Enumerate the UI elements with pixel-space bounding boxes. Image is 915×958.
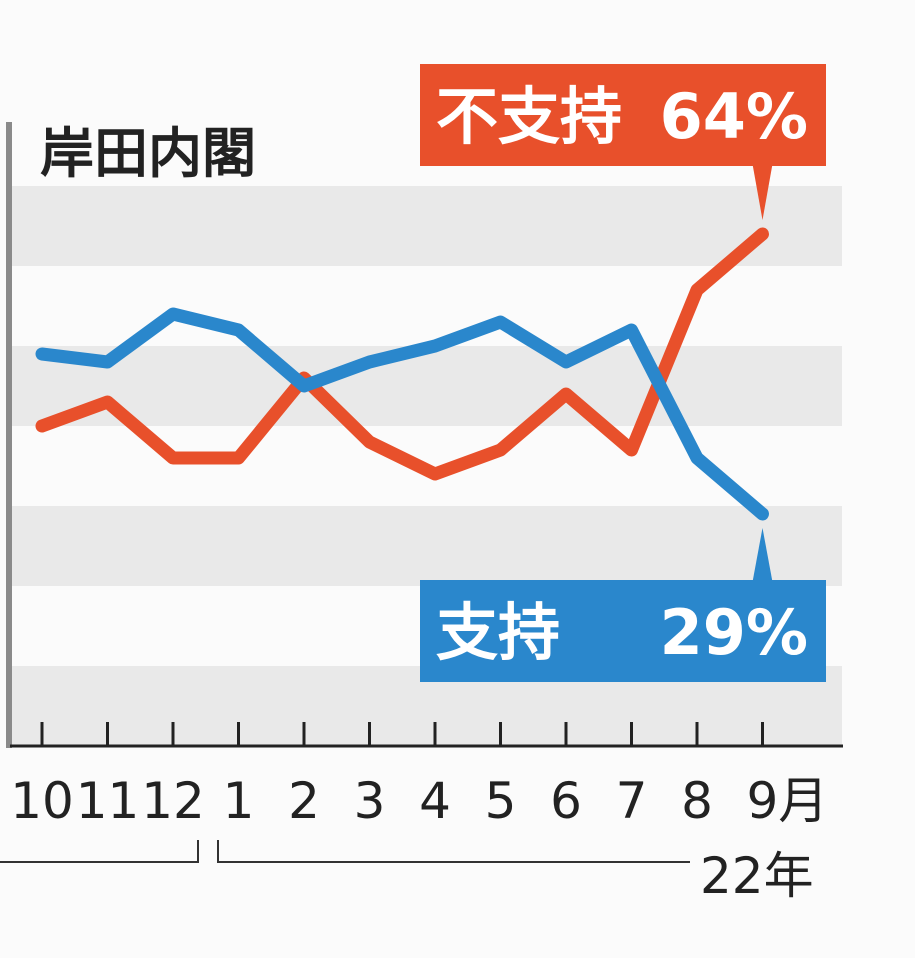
x-tick-label: 4 — [419, 772, 451, 830]
series-value-label: 29% — [660, 596, 808, 669]
x-tick-label: 2 — [288, 772, 320, 830]
series-label-pointer — [752, 528, 773, 582]
series-label: 不支持 64% — [420, 64, 826, 220]
series-name-label: 不支持 — [436, 80, 622, 153]
x-tick-label: 3 — [354, 772, 386, 830]
year-bracket-prev — [0, 840, 199, 863]
year-bracket-2022 — [217, 840, 690, 863]
series-label-box — [420, 580, 826, 682]
x-tick-label: 8 — [681, 772, 713, 830]
year-bracket — [0, 840, 690, 863]
series-label-box — [420, 64, 826, 166]
grid-band — [12, 346, 842, 426]
x-axis-tick-labels: 10 11 12 1 2 3 4 5 6 7 8 9月 — [10, 772, 828, 830]
chart-title: 岸田内閣 — [40, 122, 256, 185]
x-axis-ticks — [40, 722, 764, 746]
series-name-label: 支持 — [436, 596, 560, 669]
x-tick-label: 6 — [550, 772, 582, 830]
series-label-pointer — [752, 164, 773, 220]
y-axis-line — [6, 122, 12, 748]
x-tick-label: 11 — [76, 772, 140, 830]
year-label: 22年 — [700, 847, 814, 905]
series-line — [35, 227, 769, 481]
series-label: 支持 29% — [420, 528, 826, 682]
x-tick-label: 1 — [223, 772, 255, 830]
series-value-label: 64% — [660, 80, 808, 153]
grid-band — [12, 506, 842, 586]
x-tick-label: 9月 — [747, 772, 829, 830]
series-labels: 不支持 64% 支持 29% — [420, 64, 826, 682]
series-line — [35, 307, 769, 521]
grid-band — [12, 186, 842, 266]
x-tick-label: 10 — [10, 772, 74, 830]
x-tick-label: 5 — [485, 772, 517, 830]
x-tick-label: 12 — [141, 772, 205, 830]
x-tick-label: 7 — [616, 772, 648, 830]
series-lines — [35, 227, 769, 521]
